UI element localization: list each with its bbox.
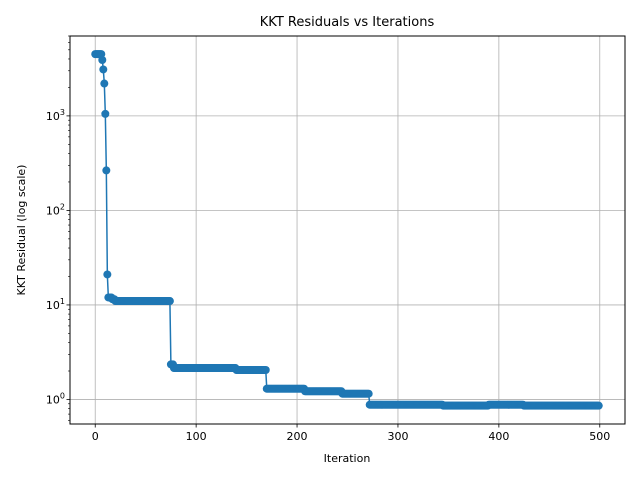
data-point [102, 166, 111, 175]
plot-frame [69, 35, 626, 425]
y-axis-label: KKT Residual (log scale) [15, 165, 28, 296]
data-point [261, 365, 270, 374]
data-series [91, 50, 603, 410]
y-tick-label: 103 [46, 108, 65, 123]
x-tick-label: 0 [92, 430, 99, 443]
x-tick-label: 200 [287, 430, 308, 443]
data-point [98, 56, 107, 65]
x-tick-label: 500 [589, 430, 610, 443]
chart-title: KKT Residuals vs Iterations [260, 15, 435, 30]
x-axis-label: Iteration [324, 452, 371, 465]
data-point [165, 297, 174, 306]
x-tick-label: 100 [186, 430, 207, 443]
data-point [99, 65, 108, 74]
data-point [100, 79, 109, 88]
data-point [364, 389, 373, 398]
data-point [594, 401, 603, 410]
x-tick-label: 400 [488, 430, 509, 443]
y-tick-label: 102 [46, 202, 65, 217]
data-point [103, 270, 112, 279]
y-tick-label: 101 [46, 297, 65, 312]
axis-ticks: 0 100 200 300 400 500 100 101 102 103 [46, 35, 610, 443]
y-tick-label: 100 [46, 391, 65, 406]
data-point [101, 109, 110, 118]
x-tick-label: 300 [387, 430, 408, 443]
